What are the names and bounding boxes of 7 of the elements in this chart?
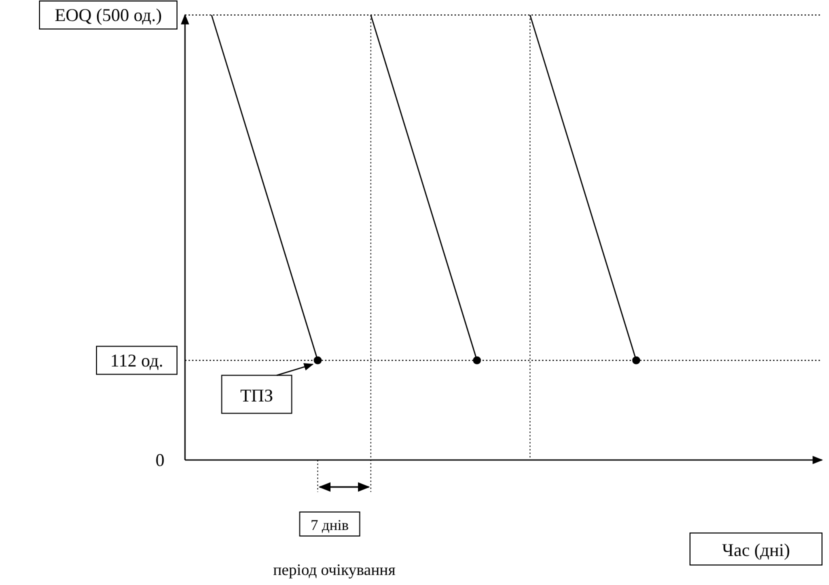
text: період очікування	[273, 562, 396, 579]
text: 7 днів	[310, 518, 349, 534]
x-axis-title: Час (дні)	[722, 540, 790, 560]
y-tick-label: EOQ (500 од.)	[54, 5, 162, 25]
annotation: ТПЗ	[240, 385, 274, 406]
y-tick-label: 112 од.	[110, 350, 164, 370]
y-tick-label: 0	[156, 450, 164, 470]
